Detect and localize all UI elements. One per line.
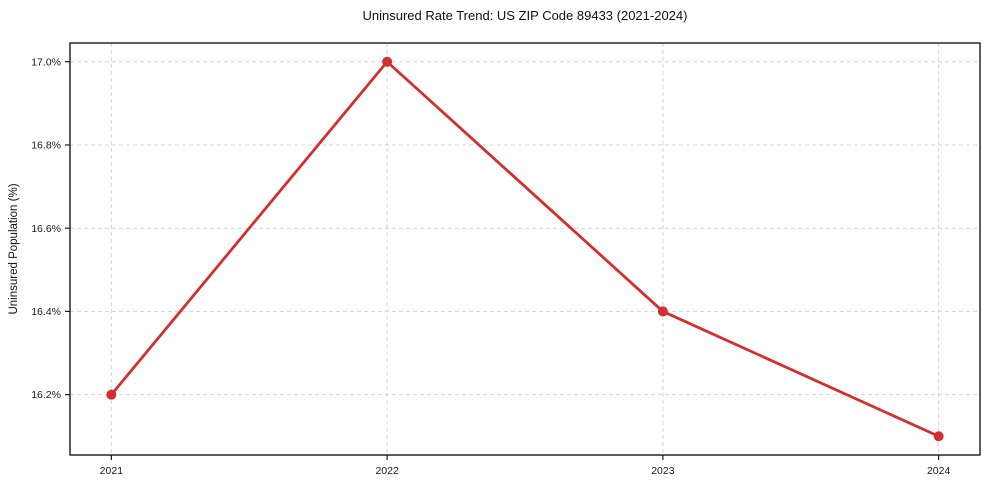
y-tick-label: 16.8% <box>31 140 61 152</box>
data-point-marker <box>933 431 944 442</box>
data-point-marker <box>106 389 117 400</box>
x-tick-label: 2022 <box>375 465 399 477</box>
chart-title: Uninsured Rate Trend: US ZIP Code 89433 … <box>362 8 688 23</box>
y-tick-label: 16.2% <box>31 389 61 401</box>
x-tick-label: 2021 <box>100 465 124 477</box>
plot-border <box>69 42 981 456</box>
x-tick-label: 2023 <box>651 465 675 477</box>
data-point-marker <box>657 306 668 317</box>
y-tick-label: 16.6% <box>31 223 61 235</box>
data-point-marker <box>382 56 393 67</box>
y-tick-label: 17.0% <box>31 56 61 68</box>
trend-line <box>109 60 941 438</box>
x-tick-label: 2024 <box>927 465 951 477</box>
y-tick-label: 16.4% <box>31 306 61 318</box>
